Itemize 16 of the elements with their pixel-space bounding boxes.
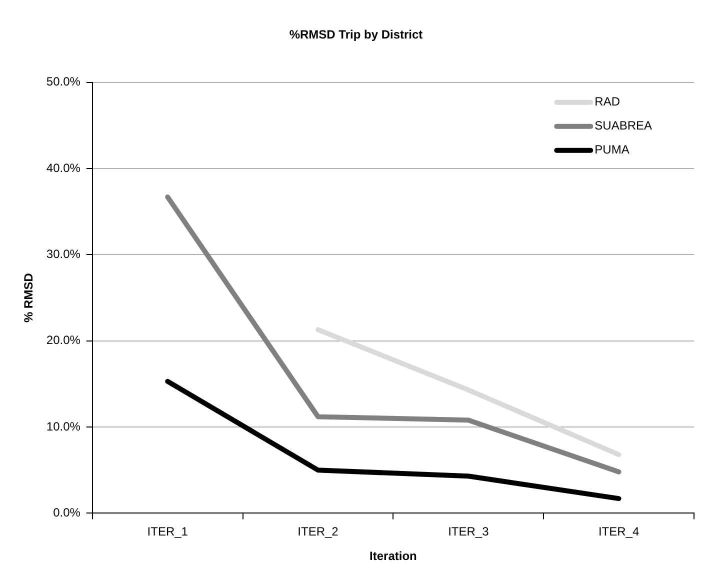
y-tick-label: 40.0% [46, 160, 81, 175]
y-tick-label: 10.0% [46, 419, 81, 434]
y-tick-label: 30.0% [46, 247, 81, 262]
chart-title: %RMSD Trip by District [289, 28, 423, 42]
legend-label: RAD [594, 94, 620, 109]
y-axis-title: % RMSD [22, 272, 36, 322]
x-tick-label: ITER_1 [147, 524, 188, 539]
x-tick-label: ITER_4 [598, 524, 640, 539]
legend-label: SUABREA [594, 118, 652, 133]
y-tick-label: 20.0% [46, 333, 81, 348]
x-tick-label: ITER_3 [448, 524, 490, 539]
x-tick-label: ITER_2 [298, 524, 339, 539]
y-tick-label: 50.0% [46, 74, 81, 89]
y-tick-label: 0.0% [53, 506, 81, 520]
x-axis-title: Iteration [370, 549, 417, 564]
legend-label: PUMA [594, 142, 630, 157]
